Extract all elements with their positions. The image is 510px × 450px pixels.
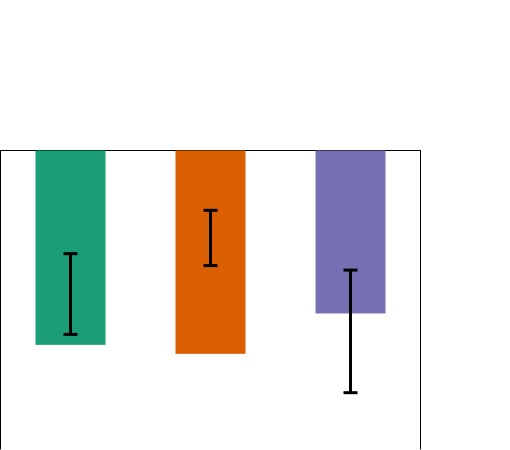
plot-area <box>0 150 421 450</box>
